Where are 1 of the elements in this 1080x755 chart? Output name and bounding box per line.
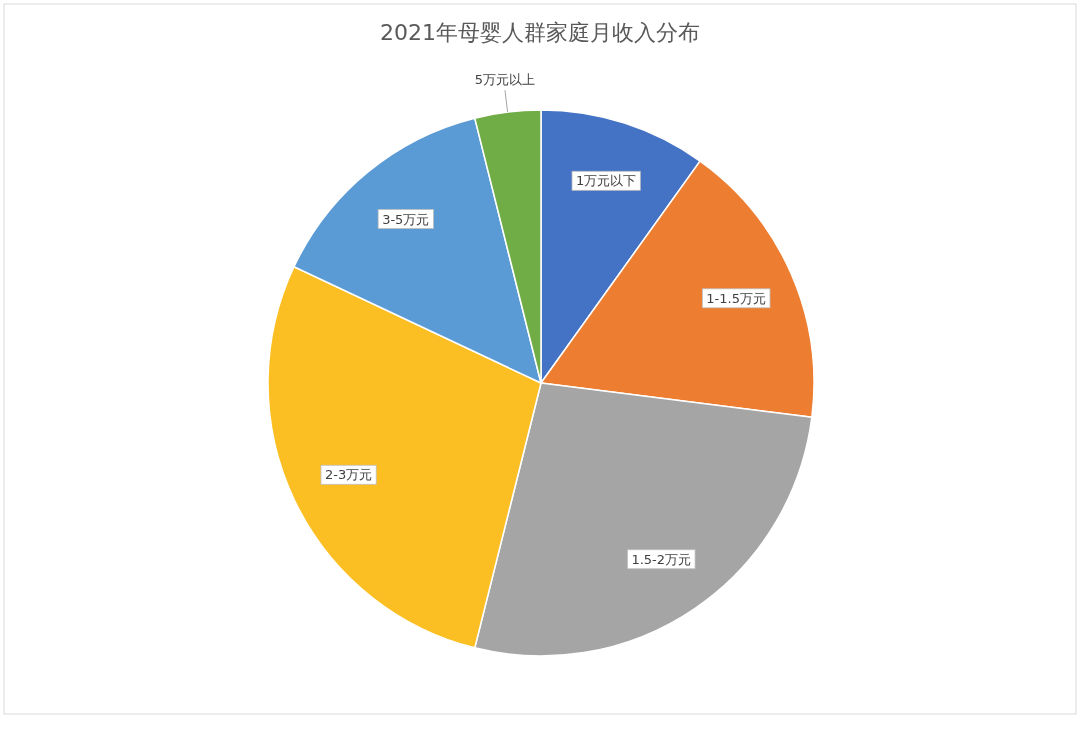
title: 2021年母婴人群家庭月收入分布 xyxy=(380,20,700,45)
